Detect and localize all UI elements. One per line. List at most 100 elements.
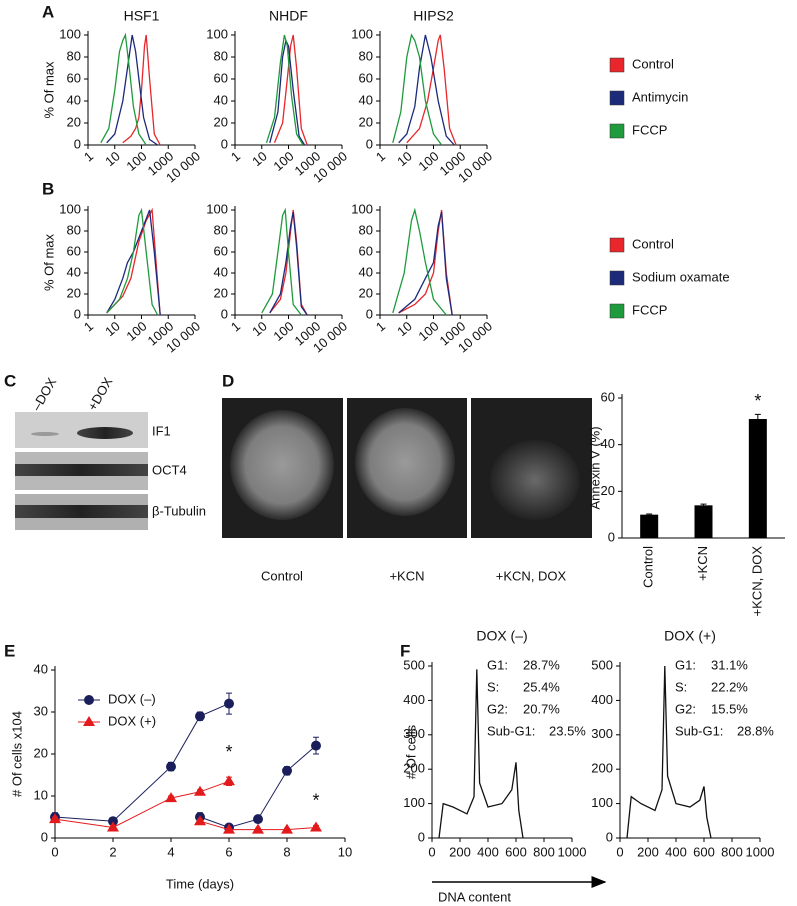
blot-band	[15, 505, 148, 518]
x-tick-label: 0	[51, 844, 58, 859]
data-point	[281, 823, 293, 834]
y-tick-label: 0	[608, 529, 615, 544]
y-tick-label: 80	[67, 222, 81, 237]
annotation: *	[754, 391, 761, 411]
y-tick-label: 40	[214, 264, 228, 279]
stat-value: 28.8%	[737, 723, 774, 738]
y-tick-label: 80	[214, 48, 228, 63]
x-tick-label: 0	[428, 844, 435, 859]
data-point	[223, 775, 235, 786]
x-tick-label: 1	[228, 148, 243, 164]
y-tick-label: 100	[59, 26, 81, 41]
x-tick-label: 100	[415, 318, 441, 343]
x-tick-label: 1000	[558, 844, 587, 859]
chart-title: DOX (+)	[664, 628, 716, 644]
data-line	[398, 34, 455, 146]
x-tick-label: 1	[228, 318, 243, 334]
stat-label: G2:	[675, 701, 696, 716]
y-tick-label: 0	[41, 829, 48, 844]
y-tick-label: 40	[214, 92, 228, 107]
y-tick-label: 20	[67, 114, 81, 129]
y-tick-label: 40	[34, 661, 48, 676]
y-tick-label: 60	[359, 243, 373, 258]
data-line	[392, 33, 443, 146]
panel-label: E	[4, 641, 15, 660]
y-tick-label: 30	[34, 703, 48, 718]
x-tick-label: Control	[641, 546, 656, 588]
stat-value: 23.5%	[549, 723, 586, 738]
error-bar	[754, 413, 761, 419]
data-point	[49, 813, 61, 824]
panel-label: B	[42, 179, 54, 198]
error-bar	[700, 503, 707, 506]
error-bar	[646, 513, 653, 515]
y-tick-label: 100	[403, 795, 425, 810]
stat-value: 28.7%	[523, 657, 560, 672]
stat-label: G1:	[675, 657, 696, 672]
band-label: β-Tubulin	[152, 503, 206, 518]
data-point	[282, 765, 292, 776]
chart-title: NHDF	[269, 8, 308, 24]
x-tick-label: 1	[81, 148, 96, 164]
annotation: *	[312, 790, 319, 810]
y-tick-label: 500	[591, 657, 613, 672]
y-axis-label: % Of max	[41, 233, 56, 291]
colony	[355, 408, 455, 516]
y-tick-label: 200	[403, 761, 425, 776]
x-tick-label: +KCN	[695, 546, 710, 581]
y-tick-label: 400	[403, 692, 425, 707]
panel-label: C	[4, 371, 16, 390]
panel-label: A	[42, 2, 54, 21]
y-tick-label: 200	[591, 761, 613, 776]
legend-label: FCCP	[632, 302, 667, 317]
y-tick-label: 400	[591, 692, 613, 707]
x-tick-label: 400	[477, 844, 499, 859]
stat-label: Sub-G1:	[487, 723, 535, 738]
data-line	[261, 207, 302, 316]
stat-label: Sub-G1:	[675, 723, 723, 738]
x-tick-label: 4	[167, 844, 174, 859]
stat-label: G2:	[487, 701, 508, 716]
data-point	[311, 740, 321, 751]
legend-swatch	[609, 90, 625, 106]
y-tick-label: 0	[366, 136, 373, 151]
x-tick-label: 6	[225, 844, 232, 859]
chart-title: HIPS2	[413, 8, 454, 24]
x-tick-label: +KCN, DOX	[749, 546, 764, 617]
y-axis-label: % Of max	[41, 61, 56, 119]
legend-label: DOX (+)	[108, 713, 156, 728]
x-tick-label: 200	[449, 844, 471, 859]
x-tick-label: 600	[505, 844, 527, 859]
legend-swatch	[609, 57, 625, 73]
stat-label: G1:	[487, 657, 508, 672]
legend-label: FCCP	[632, 122, 667, 137]
blot-band	[31, 432, 59, 436]
legend-marker	[84, 695, 94, 705]
data-line	[106, 207, 159, 316]
data-point	[166, 761, 176, 772]
micrographs: Control +KCN +KCN, DOX	[222, 398, 592, 583]
data-line	[273, 34, 308, 146]
y-tick-label: 500	[403, 657, 425, 672]
data-line	[122, 34, 161, 146]
y-tick-label: 100	[206, 26, 228, 41]
data-line	[265, 34, 304, 146]
data-point	[194, 815, 206, 826]
legend-swatch	[609, 303, 625, 319]
y-tick-label: 0	[221, 136, 228, 151]
data-line	[406, 34, 457, 146]
data-line	[269, 38, 306, 146]
data-point	[194, 785, 206, 796]
data-point	[165, 792, 177, 803]
x-tick-label: 10	[102, 148, 123, 169]
x-tick-label: 10	[249, 148, 270, 169]
y-tick-label: 0	[74, 306, 81, 321]
y-tick-label: 60	[67, 70, 81, 85]
legend-swatch	[609, 270, 625, 286]
y-tick-label: 0	[74, 136, 81, 151]
micrograph-caption: +KCN	[389, 568, 424, 583]
legend-swatch	[609, 123, 625, 139]
x-tick-label: 100	[123, 148, 149, 173]
data-point	[310, 821, 322, 832]
